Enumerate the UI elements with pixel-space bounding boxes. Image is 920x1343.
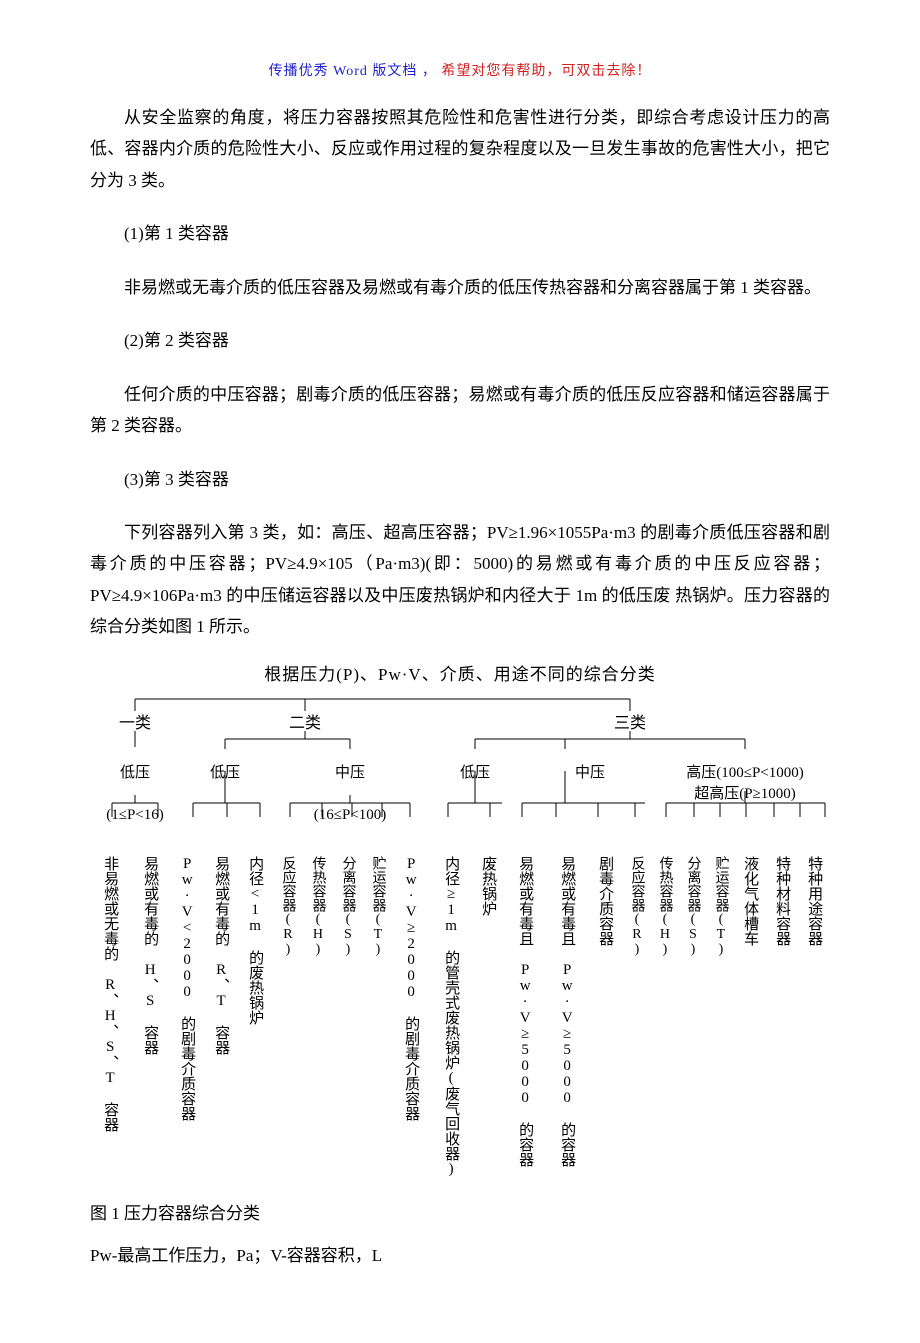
leaf-8: 分离容器(S) [332, 856, 362, 1177]
leaf-22-text: 特种用途容器 [804, 856, 824, 1177]
leaf-13-text: 易燃或有毒且 Pw·V≥5000 的容器 [515, 856, 535, 1177]
leaf-15-text: 剧毒介质容器 [595, 856, 615, 1177]
range-3: (16≤P<100) [270, 807, 430, 824]
header-part1: 传播优秀 Word 版文档 ， [269, 64, 437, 79]
leaf-9-text: 贮运容器(T) [368, 856, 387, 1177]
sub-6b: 超高压(P≥1000) [660, 782, 830, 803]
tree-level-2-ranges: (1≤P<16) (16≤P<100) [90, 807, 830, 824]
leaf-3-text: Pw·V<2000 的剧毒介质容器 [177, 856, 197, 1177]
leaf-6-text: 反应容器(R) [278, 856, 297, 1177]
leaf-18-text: 分离容器(S) [683, 856, 702, 1177]
leaf-15: 剧毒介质容器 [588, 856, 622, 1177]
sub-5: 中压 [520, 761, 660, 803]
paragraph-h2: (2)第 2 类容器 [90, 325, 830, 356]
leaf-5-text: 内径<1m 的废热锅炉 [245, 856, 265, 1177]
figure-wrap: 根据压力(P)、Pw·V、介质、用途不同的综合分类 [90, 660, 830, 1177]
leaf-6: 反应容器(R) [272, 856, 302, 1177]
leaf-12-text: 废热锅炉 [478, 856, 498, 1177]
leaf-13: 易燃或有毒且 Pw·V≥5000 的容器 [504, 856, 546, 1177]
sub-3: 中压 [270, 761, 430, 803]
leaf-19: 贮运容器(T) [706, 856, 734, 1177]
leaf-16-text: 反应容器(R) [627, 856, 646, 1177]
figure-note: Pw-最高工作压力，Pa；V-容器容积，L [90, 1241, 830, 1266]
leaf-14: 易燃或有毒且 Pw·V≥5000 的容器 [546, 856, 588, 1177]
leaf-21: 特种材料容器 [766, 856, 798, 1177]
leaf-12: 废热锅炉 [472, 856, 504, 1177]
range-5 [520, 807, 660, 824]
header-note: 传播优秀 Word 版文档 ， 希望对您有帮助，可双击去除！ [90, 60, 830, 80]
leaf-2: 易燃或有毒的 H、S 容器 [130, 856, 170, 1177]
leaf-9: 贮运容器(T) [362, 856, 392, 1177]
leaf-14-text: 易燃或有毒且 Pw·V≥5000 的容器 [557, 856, 577, 1177]
leaf-1: 非易燃或无毒的 R、H、S、T 容器 [90, 856, 130, 1177]
paragraph-b2: 任何介质的中压容器；剧毒介质的低压容器；易燃或有毒介质的低压反应容器和储运容器属… [90, 379, 830, 442]
leaf-21-text: 特种材料容器 [772, 856, 792, 1177]
paragraph-h1: (1)第 1 类容器 [90, 218, 830, 249]
leaf-20: 液化气体槽车 [734, 856, 766, 1177]
leaf-20-text: 液化气体槽车 [740, 856, 760, 1177]
class-2-label: 二类 [180, 709, 430, 733]
leaf-16: 反应容器(R) [622, 856, 650, 1177]
leaf-22: 特种用途容器 [798, 856, 830, 1177]
leaf-10-text: Pw·V≥2000 的剧毒介质容器 [401, 856, 421, 1177]
sub-2: 低压 [180, 761, 270, 803]
sub-6: 高压(100≤P<1000) 超高压(P≥1000) [660, 761, 830, 803]
paragraph-b3: 下列容器列入第 3 类，如：高压、超高压容器；PV≥1.96×1055Pa·m3… [90, 517, 830, 643]
tree-level-1: 一类 二类 三类 [90, 709, 830, 733]
sub-4: 低压 [430, 761, 520, 803]
figure-caption: 图 1 压力容器综合分类 [90, 1199, 830, 1224]
leaf-7: 传热容器(H) [302, 856, 332, 1177]
leaf-1-text: 非易燃或无毒的 R、H、S、T 容器 [100, 856, 120, 1177]
leaf-17: 传热容器(H) [650, 856, 678, 1177]
range-2 [180, 807, 270, 824]
range-6 [660, 807, 830, 824]
leaf-17-text: 传热容器(H) [655, 856, 674, 1177]
tree-leaves: 非易燃或无毒的 R、H、S、T 容器易燃或有毒的 H、S 容器 Pw·V<2000… [90, 856, 830, 1177]
leaf-4-text: 易燃或有毒的 R、T 容器 [211, 856, 231, 1177]
leaf-10: Pw·V≥2000 的剧毒介质容器 [392, 856, 430, 1177]
leaf-19-text: 贮运容器(T) [711, 856, 730, 1177]
leaf-5: 内径<1m 的废热锅炉 [238, 856, 272, 1177]
leaf-18: 分离容器(S) [678, 856, 706, 1177]
leaf-11: 内径≥1m 的管壳式废热锅炉(废气回收器) [430, 856, 472, 1177]
leaf-4: 易燃或有毒的 R、T 容器 [204, 856, 238, 1177]
header-part2: 希望对您有帮助，可双击去除！ [441, 64, 651, 79]
tree-level-2: 低压 低压 中压 低压 中压 高压(100≤P<1000) 超高压(P≥1000… [90, 761, 830, 803]
range-4 [430, 807, 520, 824]
paragraph-h3: (3)第 3 类容器 [90, 464, 830, 495]
figure-title: 根据压力(P)、Pw·V、介质、用途不同的综合分类 [90, 660, 830, 685]
leaf-11-text: 内径≥1m 的管壳式废热锅炉(废气回收器) [441, 856, 461, 1177]
range-1: (1≤P<16) [90, 807, 180, 824]
document-page: 传播优秀 Word 版文档 ， 希望对您有帮助，可双击去除！ 从安全监察的角度，… [0, 0, 920, 1343]
classification-tree: 一类 二类 三类 低压 低压 中压 低压 中压 高压(100≤P<1000) 超… [90, 691, 830, 1177]
paragraph-b1: 非易燃或无毒介质的低压容器及易燃或有毒介质的低压传热容器和分离容器属于第 1 类… [90, 272, 830, 303]
sub-6a: 高压(100≤P<1000) [660, 761, 830, 782]
leaf-8-text: 分离容器(S) [338, 856, 357, 1177]
leaf-3: Pw·V<2000 的剧毒介质容器 [170, 856, 204, 1177]
leaf-2-text: 易燃或有毒的 H、S 容器 [140, 856, 160, 1177]
paragraph-intro: 从安全监察的角度，将压力容器按照其危险性和危害性进行分类，即综合考虑设计压力的高… [90, 102, 830, 196]
class-1-label: 一类 [90, 709, 180, 733]
leaf-7-text: 传热容器(H) [308, 856, 327, 1177]
class-3-label: 三类 [430, 709, 830, 733]
sub-1: 低压 [90, 761, 180, 803]
